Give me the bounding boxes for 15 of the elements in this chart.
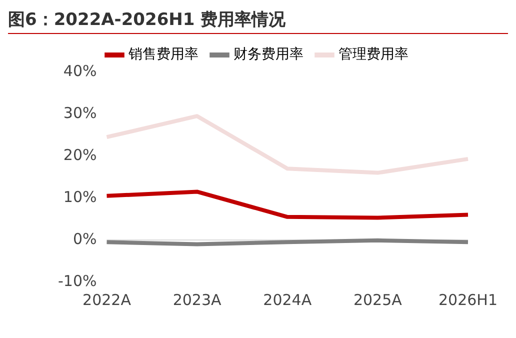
- y-tick-label: 10%: [63, 188, 97, 206]
- x-tick-label: 2025A: [353, 290, 403, 309]
- x-tick-label: 2023A: [172, 290, 222, 309]
- legend-label: 管理费用率: [338, 46, 408, 63]
- y-tick-label: 30%: [63, 104, 97, 122]
- y-tick-label: 20%: [63, 146, 97, 164]
- x-tick-label: 2026H1: [438, 290, 498, 309]
- x-tick-label: 2024A: [263, 290, 312, 309]
- y-tick-label: 0%: [72, 230, 97, 248]
- legend-label: 财务费用率: [234, 46, 304, 63]
- chart-title: 图6：2022A-2026H1 费用率情况: [8, 8, 508, 34]
- legend-label: 销售费用率: [128, 46, 198, 63]
- x-tick-label: 2022A: [82, 290, 132, 309]
- y-tick-label: -10%: [58, 272, 97, 290]
- y-tick-label: 40%: [63, 62, 97, 80]
